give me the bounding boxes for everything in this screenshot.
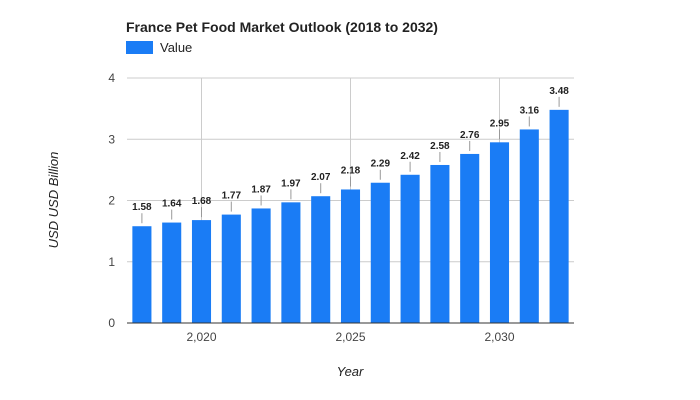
bar [281, 202, 301, 323]
x-tick-label: 2,025 [335, 330, 365, 344]
y-tick-label: 0 [108, 316, 115, 330]
bar [340, 189, 361, 323]
bar [251, 208, 271, 323]
x-axis-title: Year [337, 364, 364, 379]
x-tick-label: 2,020 [186, 330, 216, 344]
bar [519, 129, 539, 323]
bar [221, 214, 241, 323]
bar [430, 164, 450, 323]
data-label: 2.42 [400, 151, 420, 162]
data-label: 2.07 [311, 172, 331, 183]
x-tick-label: 2,030 [484, 330, 514, 344]
data-label: 1.77 [222, 191, 242, 202]
bar [460, 153, 480, 323]
y-tick-label: 1 [108, 255, 115, 269]
data-label: 2.58 [430, 141, 450, 152]
bar [311, 196, 331, 323]
data-label: 2.29 [371, 159, 391, 170]
bar-series [132, 109, 569, 323]
bar [370, 182, 390, 323]
x-axis-ticks: 2,020 2,025 2,030 [186, 330, 514, 344]
data-label: 1.68 [192, 196, 212, 207]
chart-title: France Pet Food Market Outlook (2018 to … [126, 19, 438, 35]
data-labels: 1.58 1.64 1.68 1.77 1.87 1.97 2.07 2.18 2.29 2.42… [132, 86, 569, 224]
bar [400, 174, 420, 323]
legend-label: Value [160, 40, 192, 55]
y-axis-ticks: 0 1 2 3 4 [108, 71, 115, 330]
y-tick-label: 3 [108, 132, 115, 146]
data-label: 2.76 [460, 130, 480, 141]
bar [549, 109, 569, 323]
data-label: 2.95 [490, 118, 510, 129]
bar [162, 222, 182, 323]
bar [132, 226, 152, 323]
data-label: 2.18 [341, 165, 361, 176]
data-label: 1.64 [162, 199, 182, 210]
data-label: 1.58 [132, 202, 152, 213]
data-label: 3.48 [549, 86, 569, 97]
legend-swatch [126, 41, 153, 54]
y-tick-label: 2 [108, 194, 115, 208]
y-tick-label: 4 [108, 71, 115, 85]
y-axis-title: USD USD Billion [46, 152, 61, 249]
data-label: 3.16 [520, 105, 540, 116]
legend: Value [126, 40, 192, 55]
bar [489, 142, 510, 323]
data-label: 1.87 [251, 184, 271, 195]
bar [191, 220, 212, 323]
data-label: 1.97 [281, 178, 301, 189]
